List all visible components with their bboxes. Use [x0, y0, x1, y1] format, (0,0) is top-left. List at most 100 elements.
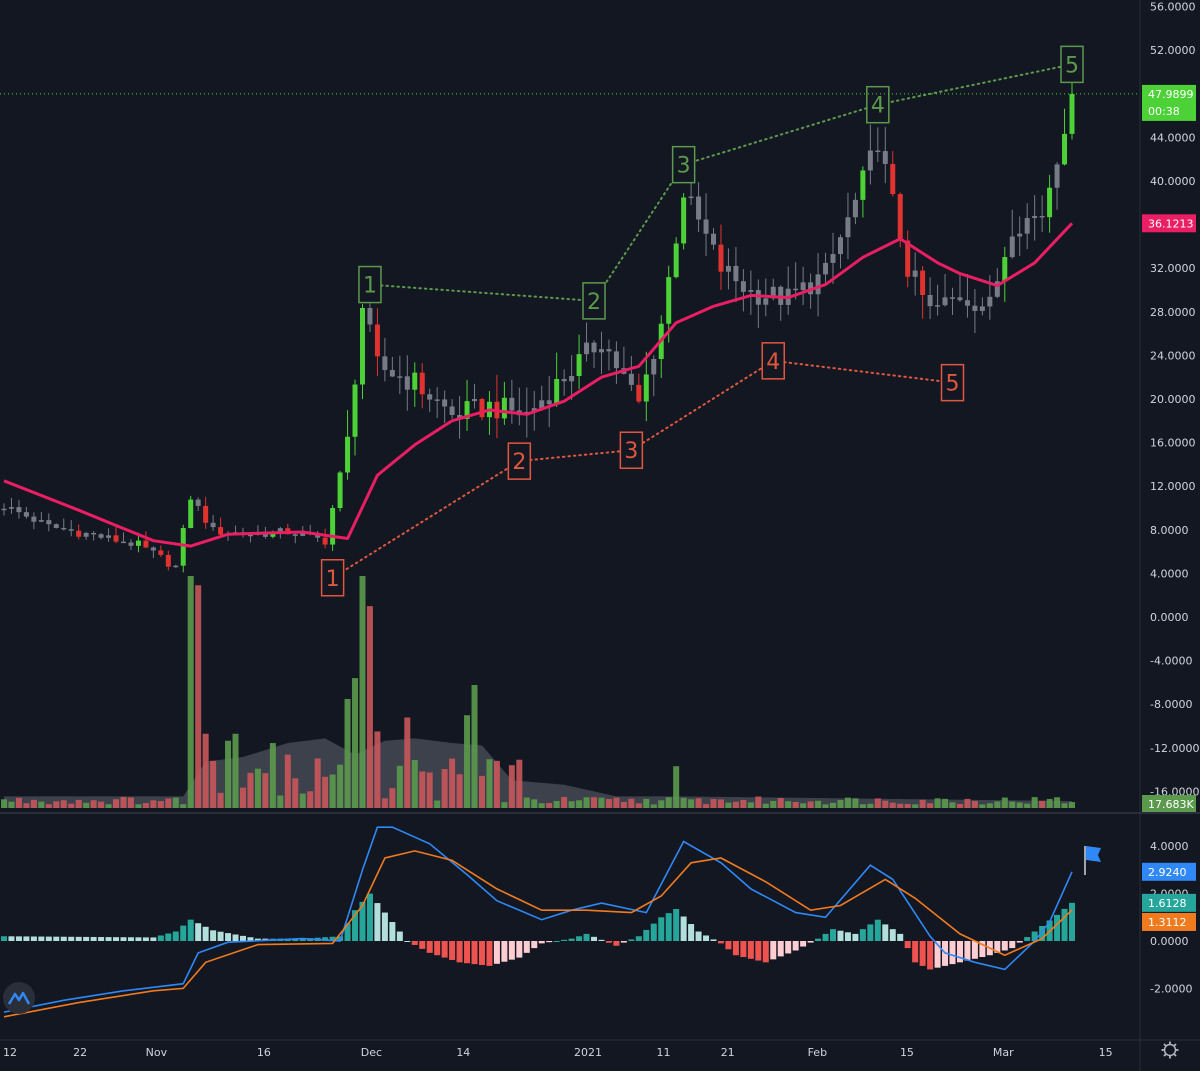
volume-bar: [262, 773, 269, 808]
time-tick-label: 2021: [574, 1046, 602, 1059]
macd-histogram-bar: [434, 941, 441, 956]
candle-body: [180, 528, 186, 566]
candle-body: [696, 196, 702, 220]
time-tick-label: 22: [73, 1046, 87, 1059]
macd-histogram-bar: [800, 941, 807, 947]
macd-histogram-bar: [874, 919, 881, 941]
macd-histogram-bar: [979, 941, 986, 957]
time-tick-label: 15: [1099, 1046, 1113, 1059]
candle-body: [905, 240, 911, 277]
candle-body: [464, 401, 470, 419]
down-wave-label-3: 3: [624, 439, 638, 464]
settings-gear-icon[interactable]: [1163, 1043, 1177, 1057]
candle-body: [128, 542, 134, 546]
volume-bar: [620, 801, 627, 808]
macd-histogram-bar: [553, 941, 560, 942]
candle-body: [367, 307, 373, 325]
macd-histogram-bar: [75, 936, 82, 941]
candle-body: [262, 533, 268, 537]
macd-histogram-bar: [83, 936, 90, 941]
price-tick-label: 28.0000: [1150, 306, 1196, 319]
time-tick-label: 15: [900, 1046, 914, 1059]
macd-histogram-bar: [613, 941, 620, 946]
volume-bar: [127, 797, 134, 808]
bar-countdown: 00:38: [1148, 105, 1180, 118]
up-wave-box-3[interactable]: [671, 145, 696, 184]
flag-icon[interactable]: [1086, 846, 1101, 862]
candle-body: [755, 290, 761, 305]
volume-bar: [322, 776, 329, 808]
price-tick-label: 8.0000: [1150, 524, 1189, 537]
candle-body: [419, 372, 425, 395]
macd-histogram-bar: [755, 941, 762, 961]
down-wave-box-1[interactable]: [320, 559, 345, 597]
macd-histogram-bar: [949, 941, 956, 965]
macd-histogram-bar: [501, 941, 508, 962]
volume-bar: [777, 798, 784, 808]
candle-body: [576, 354, 582, 377]
volume-bar: [852, 798, 859, 808]
volume-bar: [822, 804, 829, 808]
macd-histogram-bar: [374, 903, 381, 941]
macd-histogram-bar: [120, 937, 127, 941]
volume-bar: [1, 799, 7, 808]
macd-histogram-bar: [456, 941, 463, 963]
volume-bar: [688, 799, 695, 808]
price-tick-label: 44.0000: [1150, 131, 1196, 144]
elliott-wave-labels[interactable]: 1 2 3 4 5 1 2 3 4 5: [320, 45, 1084, 597]
up-wave-box-1[interactable]: [358, 265, 382, 304]
macd-histogram-bar: [478, 941, 485, 965]
up-wave-box-5[interactable]: [1060, 45, 1084, 84]
candle-body: [643, 374, 649, 402]
down-wave-box-2[interactable]: [507, 442, 532, 480]
macd-line-macd: [3, 826, 1073, 1013]
volume-bar: [815, 800, 822, 808]
candle-body: [479, 398, 485, 418]
price-axis[interactable]: 56.000052.000048.000044.000040.000036.00…: [1142, 1, 1199, 812]
down-wave-box-3[interactable]: [619, 431, 644, 469]
volume-bar: [337, 764, 344, 808]
down-wave-box-5[interactable]: [940, 363, 965, 402]
volume-bar: [53, 801, 60, 808]
chart-controls[interactable]: [3, 846, 1179, 1059]
volume-bar: [1039, 800, 1046, 808]
candle-body: [1, 508, 7, 511]
volume-bar: [464, 715, 471, 808]
down-wave-box-4[interactable]: [761, 342, 786, 380]
volume-bar: [1001, 797, 1008, 808]
macd-histogram-bar: [837, 930, 844, 941]
macd-histogram-bar: [113, 937, 120, 941]
candle-body: [374, 324, 380, 357]
volume-bar: [68, 803, 75, 808]
up-wave-box-4[interactable]: [866, 85, 890, 124]
macd-histogram-bar: [247, 937, 254, 941]
macd-histogram-bar: [53, 936, 60, 941]
candle-body: [16, 507, 22, 513]
volume-bar: [441, 769, 448, 808]
candle-body: [427, 394, 433, 400]
macd-histogram-bar: [15, 936, 22, 941]
volume-bar: [695, 798, 702, 808]
candle-body: [91, 532, 97, 535]
time-axis[interactable]: 12 22 Nov 16 Dec 14 2021 11 21 Feb 15 Mar 15: [3, 1046, 1113, 1059]
macd-histogram-bar: [1, 936, 7, 941]
volume-bar: [882, 800, 889, 808]
candle-body: [569, 376, 575, 382]
volume-bar: [658, 800, 665, 808]
macd-axis[interactable]: 4.00002.00000.0000-2.00002.92401.61281.3…: [1142, 840, 1196, 995]
volume-bar: [98, 801, 105, 808]
volume-bar: [628, 798, 635, 808]
volume-bar: [717, 799, 724, 808]
up-wave-box-2[interactable]: [582, 282, 606, 320]
up-wave-label-5: 5: [1065, 53, 1079, 78]
macd-histogram-bar: [927, 941, 934, 970]
macd-histogram-bar: [583, 933, 590, 941]
macd-histogram-bar: [210, 930, 217, 941]
time-tick-label: Feb: [808, 1046, 827, 1059]
candle-body: [546, 400, 552, 405]
candle-body: [188, 499, 194, 529]
volume-bar: [486, 759, 493, 808]
macd-histogram-bar: [523, 941, 530, 953]
macd-histogram-bar: [322, 937, 329, 941]
